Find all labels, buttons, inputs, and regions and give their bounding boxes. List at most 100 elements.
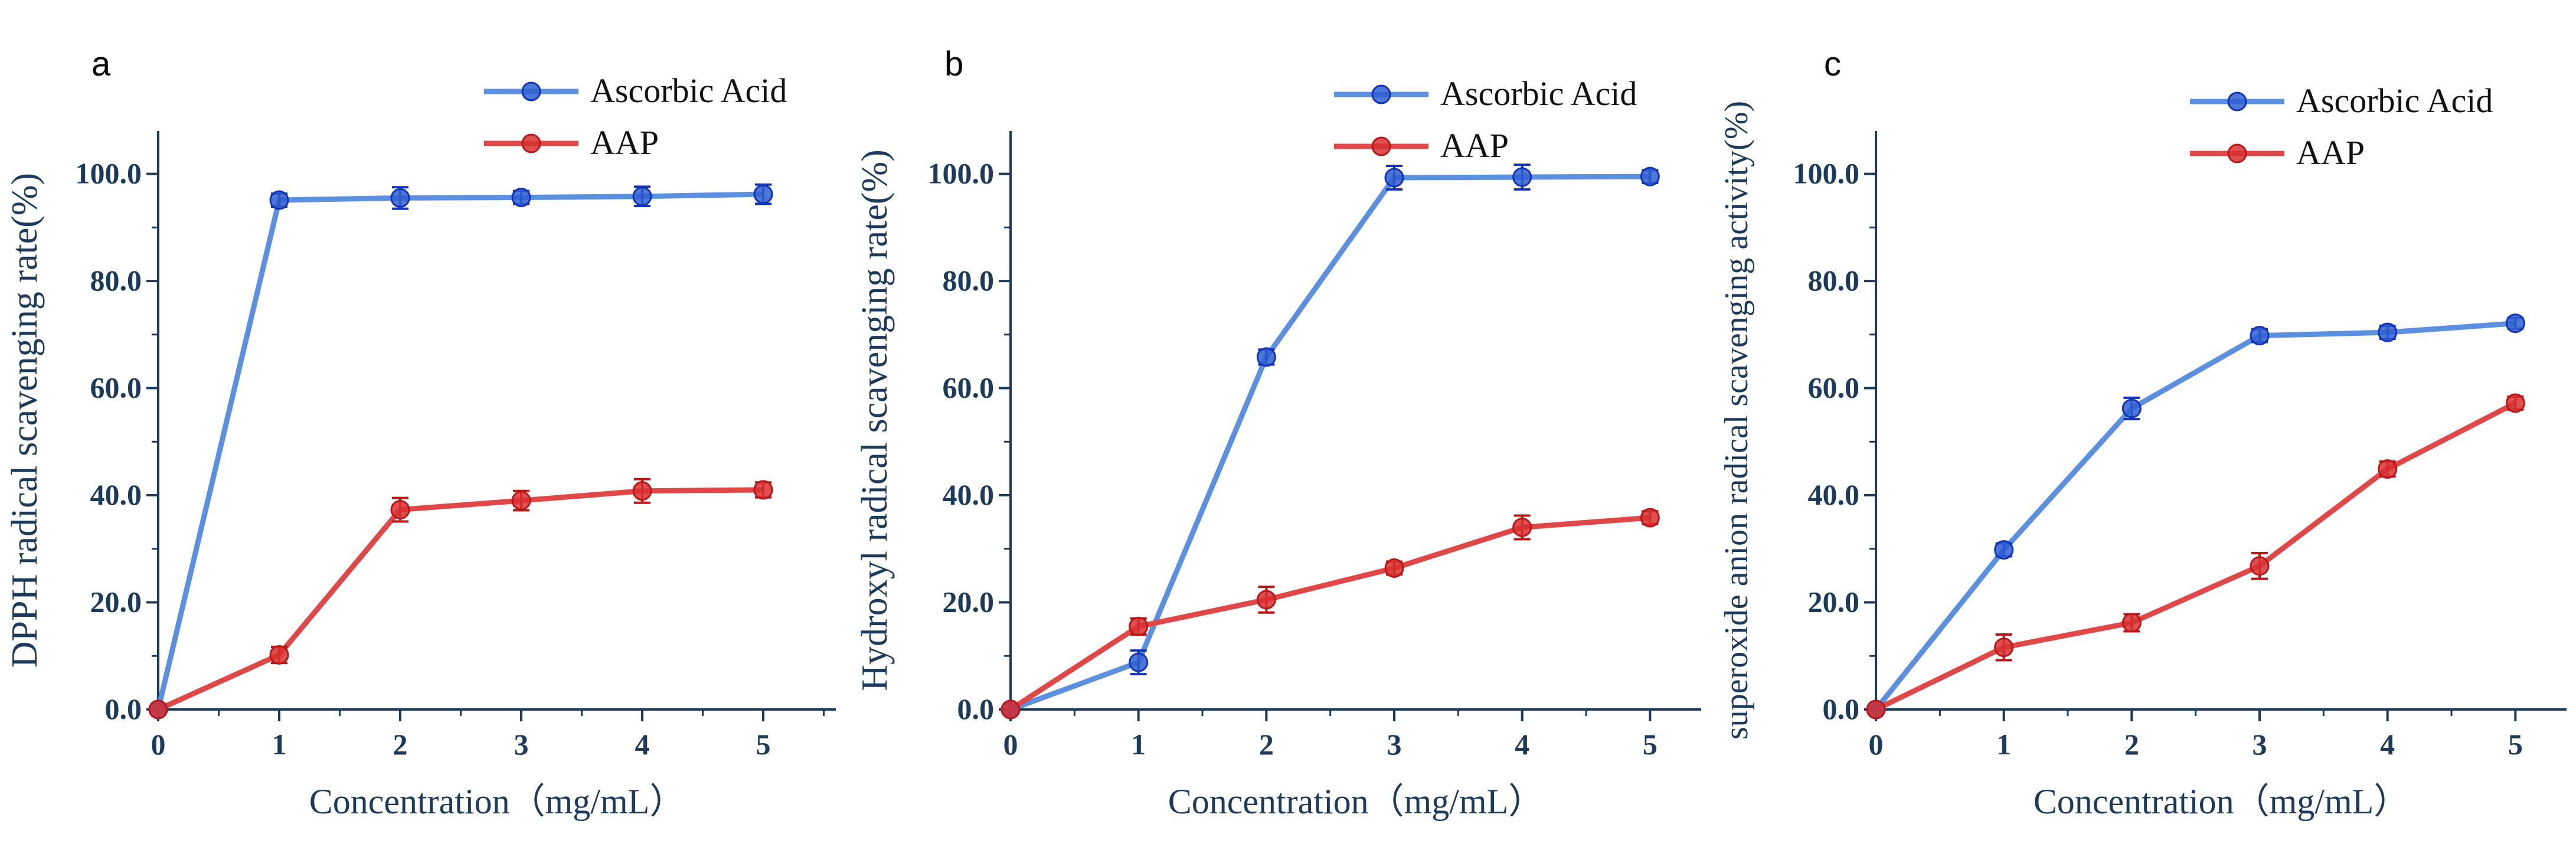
panel-label: b xyxy=(944,45,963,83)
x-tick-label: 3 xyxy=(1387,728,1402,761)
x-tick-label: 4 xyxy=(1515,728,1529,761)
series-line-ascorbic-acid xyxy=(1009,174,1650,712)
chart-panel-a: a 0.0 20.0 40.0 60.0 80.0 100.0 0 1 2 3 4 5 Concentra… xyxy=(5,45,836,821)
y-tick-label: 40.0 xyxy=(1808,478,1860,511)
data-point-ascorbic-acid xyxy=(1129,652,1149,672)
x-axis-title: Concentration（mg/mL） xyxy=(2034,782,2410,821)
data-point-aap xyxy=(2121,613,2142,633)
x-tick-label: 5 xyxy=(1643,728,1658,761)
data-point-ascorbic-acid xyxy=(2121,398,2142,418)
data-point-aap xyxy=(1001,699,1021,720)
x-tick-label: 2 xyxy=(2124,728,2139,761)
panel-label: a xyxy=(91,45,111,83)
data-point-ascorbic-acid xyxy=(1640,166,1660,187)
data-point-ascorbic-acid xyxy=(2378,322,2398,342)
legend-label-ascorbic-acid: Ascorbic Acid xyxy=(1440,74,1637,113)
x-axis-title: Concentration（mg/mL） xyxy=(309,782,685,821)
y-tick-label: 60.0 xyxy=(1808,371,1860,404)
data-point-aap xyxy=(269,645,289,665)
series-line-aap xyxy=(1009,515,1650,712)
chart-panel-b: b 0.0 20.0 40.0 60.0 80.0 100.0 0 1 2 3 4 5 Concentra… xyxy=(855,45,1701,821)
y-tick-label: 40.0 xyxy=(943,478,995,511)
legend-swatch-marker-aap xyxy=(2227,143,2247,163)
y-tick-label: 60.0 xyxy=(943,371,995,404)
x-tick-label: 3 xyxy=(514,728,529,761)
data-point-aap xyxy=(1640,508,1660,528)
y-tick-label: 0.0 xyxy=(105,692,142,725)
x-tick-label: 1 xyxy=(1996,728,2011,761)
data-point-aap xyxy=(390,500,410,520)
data-point-ascorbic-acid xyxy=(390,188,410,208)
data-point-aap xyxy=(1994,637,2014,658)
y-tick-label: 80.0 xyxy=(1808,264,1860,297)
x-tick-label: 0 xyxy=(151,728,166,761)
x-axis-title: Concentration（mg/mL） xyxy=(1168,782,1544,821)
x-tick-label: 1 xyxy=(1131,728,1146,761)
series-line-ascorbic-acid xyxy=(1874,321,2516,711)
data-point-aap xyxy=(1129,616,1149,636)
data-point-ascorbic-acid xyxy=(1994,540,2014,560)
data-point-aap xyxy=(1512,517,1532,537)
chart-panel-c: c 0.0 20.0 40.0 60.0 80.0 100.0 0 1 2 3 4 5 Concentra… xyxy=(1718,45,2567,821)
data-point-ascorbic-acid xyxy=(269,190,289,210)
data-point-aap xyxy=(753,480,773,500)
legend-label-aap: AAP xyxy=(590,123,659,162)
data-point-aap xyxy=(1256,590,1276,610)
data-point-ascorbic-acid xyxy=(1256,347,1276,367)
legend-label-ascorbic-acid: Ascorbic Acid xyxy=(590,71,787,110)
y-tick-label: 40.0 xyxy=(90,478,142,511)
data-point-ascorbic-acid xyxy=(511,188,531,208)
x-tick-label: 0 xyxy=(1003,728,1018,761)
x-tick-label: 5 xyxy=(2508,728,2523,761)
legend-swatch-marker-aap xyxy=(1371,136,1391,156)
series-line-aap xyxy=(1875,400,2517,712)
y-tick-label: 100.0 xyxy=(1793,157,1860,190)
y-tick-label: 100.0 xyxy=(928,157,995,190)
data-point-aap xyxy=(2378,459,2398,479)
legend-label-ascorbic-acid: Ascorbic Acid xyxy=(2296,81,2493,120)
legend-label-aap: AAP xyxy=(2296,133,2365,172)
legend-swatch-marker-aap xyxy=(521,133,541,153)
legend-swatch-marker-ascorbic-acid xyxy=(521,81,541,102)
y-tick-label: 0.0 xyxy=(1823,692,1860,725)
data-point-aap xyxy=(2250,556,2270,576)
y-tick-label: 80.0 xyxy=(943,264,995,297)
y-tick-label: 0.0 xyxy=(957,692,995,725)
data-point-ascorbic-acid xyxy=(753,184,773,204)
series-line-ascorbic-acid xyxy=(155,191,764,711)
y-tick-label: 20.0 xyxy=(90,586,142,619)
legend-label-aap: AAP xyxy=(1440,126,1509,165)
data-point-aap xyxy=(632,481,652,501)
data-point-ascorbic-acid xyxy=(1512,167,1532,187)
x-tick-label: 1 xyxy=(272,728,287,761)
y-tick-label: 20.0 xyxy=(1808,586,1860,619)
y-axis-title: superoxide anion radical scavenging acti… xyxy=(1718,101,1755,740)
data-point-ascorbic-acid xyxy=(2505,313,2525,333)
x-tick-label: 2 xyxy=(393,728,408,761)
x-tick-label: 4 xyxy=(635,728,650,761)
y-axis-title: DPPH radical scavenging rate(%) xyxy=(5,173,45,668)
data-point-ascorbic-acid xyxy=(632,187,652,207)
x-tick-label: 2 xyxy=(1259,728,1274,761)
y-tick-label: 60.0 xyxy=(90,371,142,404)
y-tick-label: 80.0 xyxy=(90,264,142,297)
data-point-ascorbic-acid xyxy=(1384,168,1404,188)
y-axis-title: Hydroxyl radical scavenging rate(%) xyxy=(855,149,895,691)
x-tick-label: 4 xyxy=(2380,728,2395,761)
x-tick-label: 0 xyxy=(1869,728,1884,761)
data-point-ascorbic-acid xyxy=(2250,326,2270,346)
data-point-aap xyxy=(148,699,168,720)
data-point-aap xyxy=(2505,393,2525,413)
x-tick-label: 3 xyxy=(2253,728,2267,761)
data-point-aap xyxy=(1866,699,1886,720)
series-line-aap xyxy=(157,487,764,712)
y-tick-label: 20.0 xyxy=(943,586,995,619)
x-tick-label: 5 xyxy=(756,728,771,761)
data-point-aap xyxy=(1384,558,1404,578)
legend-swatch-marker-ascorbic-acid xyxy=(1371,84,1391,104)
y-tick-label: 100.0 xyxy=(76,157,142,190)
legend-swatch-marker-ascorbic-acid xyxy=(2227,91,2247,112)
panel-label: c xyxy=(1824,45,1841,83)
data-point-aap xyxy=(511,490,531,511)
